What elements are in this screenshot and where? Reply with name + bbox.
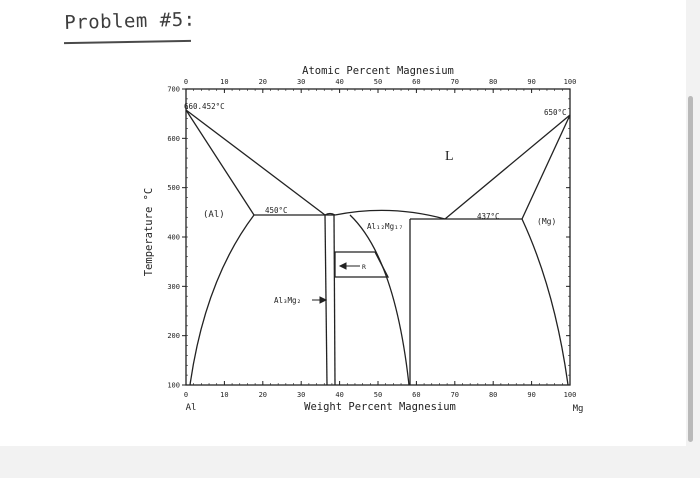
phase-boundaries — [185, 109, 571, 386]
beta-phase-label: Al₃Mg₂ — [274, 296, 301, 305]
gamma-dome — [334, 209, 446, 220]
document-sheet — [0, 0, 686, 446]
r-phase-box — [334, 251, 390, 278]
r-arrow-head — [338, 262, 347, 270]
bottom-tick-label: 50 — [374, 391, 382, 399]
middle-phase-label: Al₁₂Mg₁₇ — [367, 222, 403, 231]
bottom-tick-label: 70 — [451, 391, 459, 399]
liquidus-right — [444, 114, 571, 220]
liquid-label: L — [445, 149, 454, 164]
y-tick-label: 300 — [167, 283, 180, 291]
bottom-tick-label: 40 — [335, 391, 343, 399]
top-tick-label: 20 — [259, 78, 267, 86]
top-tick-label: 60 — [412, 78, 420, 86]
mg-phase-label: (Mg) — [537, 217, 556, 226]
top-tick-label: 40 — [335, 78, 343, 86]
bottom-tick-label: 100 — [564, 391, 577, 399]
y-tick-label: 600 — [167, 135, 180, 143]
r-phase-label: R — [362, 263, 366, 271]
bottom-tick-label: 90 — [527, 391, 535, 399]
beta-arrow-head — [319, 296, 328, 304]
solvus-left — [189, 214, 255, 386]
left-element-label: Al — [186, 403, 197, 413]
beta-right-line — [333, 214, 336, 386]
top-tick-label: 30 — [297, 78, 305, 86]
beta-hump — [324, 212, 336, 216]
top-tick-label: 100 — [564, 78, 577, 86]
top-tick-label: 0 — [184, 78, 188, 86]
top-tick-label: 50 — [374, 78, 382, 86]
al-melting-label: 660.452°C — [184, 102, 225, 111]
bottom-tick-label: 60 — [412, 391, 420, 399]
bottom-tick-label: 80 — [489, 391, 497, 399]
liquidus-left — [185, 109, 326, 216]
solvus-left-upper — [185, 109, 255, 216]
solidus-right — [521, 114, 571, 220]
top-tick-label: 80 — [489, 78, 497, 86]
bottom-tick-label: 30 — [297, 391, 305, 399]
eutectic-right-label: 437°C — [477, 212, 500, 221]
y-tick-label: 400 — [167, 234, 180, 242]
y-axis-title: Temperature °C — [143, 188, 155, 277]
bottom-tick-label: 10 — [220, 391, 228, 399]
bottom-tick-label: 0 — [184, 391, 188, 399]
y-tick-label: 200 — [167, 332, 180, 340]
gamma-left-boundary — [349, 214, 410, 386]
solvus-right — [521, 218, 569, 386]
y-tick-label: 700 — [167, 86, 180, 94]
vertical-scrollbar[interactable] — [688, 96, 693, 442]
right-element-label: Mg — [573, 404, 584, 414]
top-tick-label: 10 — [220, 78, 228, 86]
bottom-axis-title: Weight Percent Magnesium — [304, 401, 456, 413]
top-axis-title: Atomic Percent Magnesium — [302, 65, 454, 77]
y-tick-label: 100 — [167, 382, 180, 390]
top-tick-label: 70 — [451, 78, 459, 86]
mg-melting-label: 650°C — [544, 108, 567, 117]
bottom-tick-label: 20 — [259, 391, 267, 399]
plot-frame — [185, 88, 571, 386]
al-phase-label: (Al) — [203, 210, 225, 220]
axis-ticks: 0 10 20 30 40 50 60 70 80 90 100 0 10 20 30 40 50 60 70 80 9… — [167, 78, 576, 399]
eutectic-left-label: 450°C — [265, 206, 288, 215]
y-tick-label: 500 — [167, 184, 180, 192]
top-tick-label: 90 — [527, 78, 535, 86]
